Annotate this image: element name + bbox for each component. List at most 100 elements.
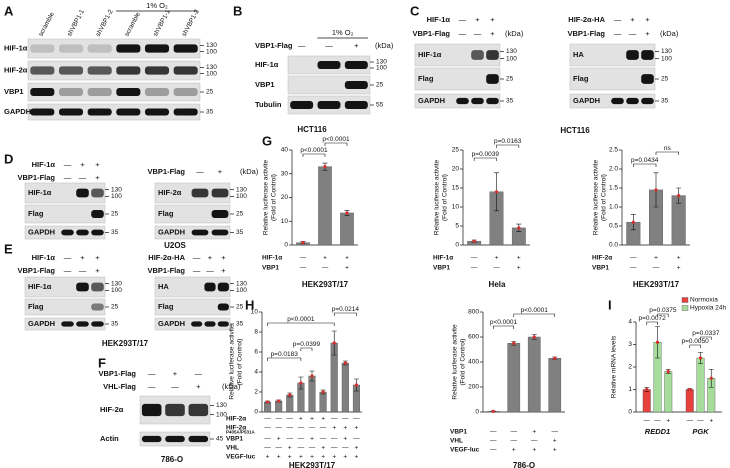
data-point	[654, 188, 658, 192]
p-value: p<0.0001	[521, 307, 549, 314]
y-tick-label: 3	[628, 341, 632, 348]
unit: (kDa)	[222, 382, 241, 391]
panel-letter: E	[4, 241, 13, 256]
group-label: REDD1	[645, 427, 670, 436]
row-mark: —	[298, 425, 305, 432]
band-label: HIF-1α	[255, 60, 279, 69]
blot-band	[486, 50, 499, 60]
bar	[340, 212, 354, 246]
treatment-mark: —	[196, 167, 204, 176]
band-label: HIF-1α	[4, 43, 28, 52]
blot-band	[486, 97, 499, 105]
marker-label: 100	[206, 70, 217, 77]
blot-strip	[24, 182, 106, 204]
row-mark: +	[532, 447, 536, 454]
row-mark: +	[553, 438, 557, 445]
y-axis-label: (Fold of Control)	[442, 174, 449, 221]
band-label: HA	[573, 50, 584, 59]
panel-letter: D	[4, 151, 13, 166]
row-mark: +	[266, 454, 270, 461]
significance-bracket	[655, 151, 679, 155]
y-axis-label: (Fold of Control)	[237, 339, 244, 386]
data-point	[666, 369, 670, 374]
lane-label: shVBP1-1	[66, 8, 86, 37]
row-mark: +	[345, 265, 349, 272]
treatment-mark: +	[95, 266, 100, 275]
blot-band	[173, 88, 198, 96]
marker-label: 100	[236, 287, 247, 294]
treatment-mark: +	[490, 15, 495, 24]
y-tick-label: 20	[452, 166, 460, 173]
data-point	[532, 335, 536, 339]
bar	[341, 362, 349, 413]
marker-label: 130	[111, 280, 122, 287]
treatment-mark: +	[354, 41, 359, 50]
p-value: p<0.0001	[322, 136, 350, 143]
blot-strip	[569, 43, 656, 67]
treatment-mark: +	[173, 369, 178, 378]
row-label: HIF-1α	[433, 255, 453, 262]
row-mark: +	[332, 425, 336, 432]
blot-band	[641, 74, 654, 84]
row-mark: +	[323, 255, 327, 262]
panel-letter: A	[4, 3, 14, 18]
cell-line: 786-O	[513, 461, 535, 468]
y-tick-label: 6	[254, 349, 258, 356]
row-mark: —	[493, 265, 500, 272]
row-mark: —	[320, 425, 327, 432]
data-point	[631, 220, 635, 224]
treatment-mark: +	[475, 15, 480, 24]
blot-band	[188, 435, 209, 443]
treatment-mark: +	[218, 167, 223, 176]
group-header: 1% O₂	[332, 28, 354, 37]
row-label: VEGF-luc	[226, 454, 256, 461]
band-label: Flag	[573, 74, 589, 83]
y-tick-label: 0	[254, 409, 258, 416]
marker-label: 45	[216, 436, 224, 443]
blot-band	[217, 321, 229, 327]
treatment-mark: —	[64, 253, 72, 262]
unit: (kDa)	[660, 29, 679, 38]
band-label: HIF-1α	[28, 188, 52, 197]
bar	[286, 394, 294, 413]
blot-band	[191, 321, 203, 327]
row-mark: —	[287, 416, 294, 423]
cell-line: HEK293T/17	[302, 280, 349, 289]
row-label: VEGF-luc	[450, 447, 480, 454]
bar	[685, 389, 694, 413]
row-mark: —	[298, 436, 305, 443]
band-label: GAPDH	[158, 319, 185, 328]
row-mark: —	[331, 416, 338, 423]
marker-label: 35	[111, 229, 119, 236]
y-tick-label: 400	[468, 359, 479, 366]
y-axis-label: Relative luciferase activite	[434, 160, 441, 236]
blot-band	[191, 188, 209, 198]
row-label: VBP1	[592, 265, 609, 272]
marker-label: 100	[206, 48, 217, 55]
blot-band	[641, 97, 654, 105]
row-mark: +	[355, 445, 359, 452]
band-label: Actin	[100, 434, 119, 443]
row-mark: —	[275, 425, 282, 432]
bar	[318, 166, 332, 246]
marker-label: 130	[236, 186, 247, 193]
row-mark: —	[342, 416, 349, 423]
band-label: Flag	[158, 209, 174, 218]
y-tick-label: 8	[254, 329, 258, 336]
y-axis-label: Relative mRNA levels	[611, 335, 618, 398]
y-tick-label: 10	[452, 204, 460, 211]
row-mark: +	[299, 416, 303, 423]
row-mark: +	[677, 265, 681, 272]
row-mark: +	[553, 447, 557, 454]
band-label: GAPDH	[158, 227, 185, 236]
row-mark: —	[287, 436, 294, 443]
y-tick-label: 0	[284, 242, 288, 249]
treatment-mark: —	[614, 29, 622, 38]
p-value: p=0.0039	[472, 151, 500, 158]
treatment-mark: —	[459, 29, 467, 38]
blot-band	[141, 403, 162, 417]
lane-label: shVBP1-2	[181, 8, 201, 37]
data-point	[277, 399, 281, 403]
lane-label: scramble	[37, 11, 56, 38]
lane-label: scramble	[123, 11, 142, 38]
